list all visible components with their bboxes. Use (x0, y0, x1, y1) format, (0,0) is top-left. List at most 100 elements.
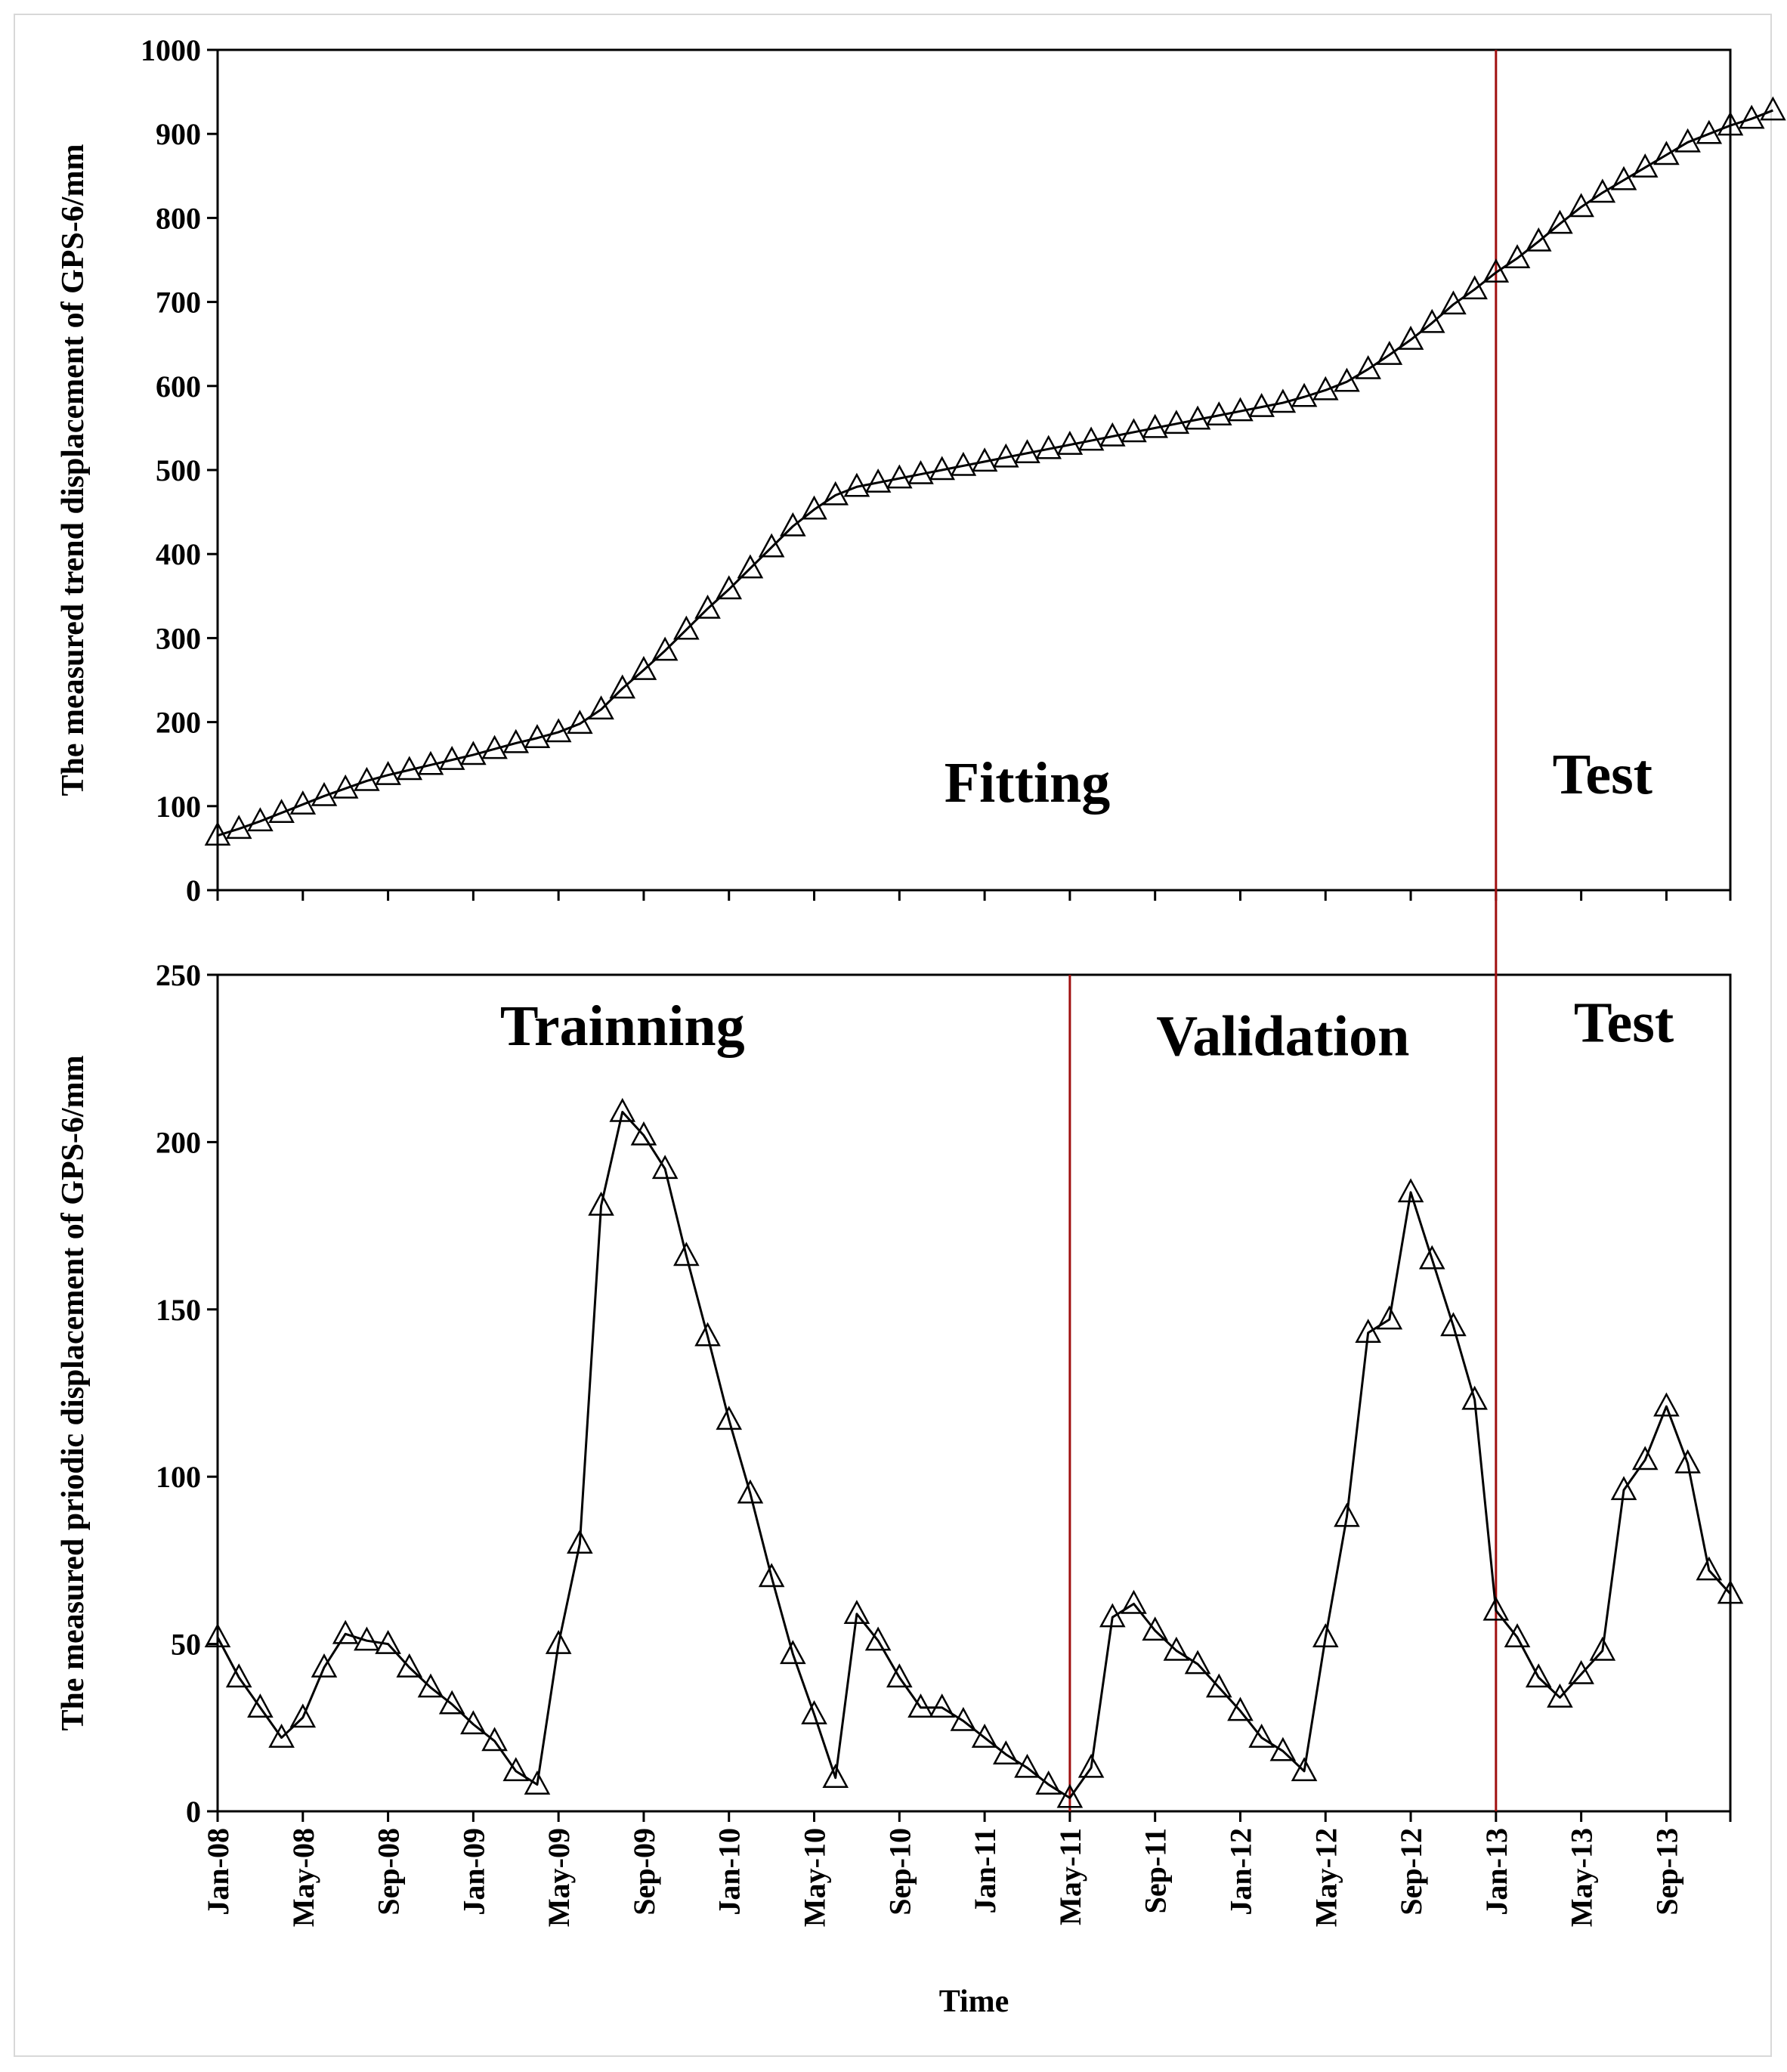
trend-data-point (737, 554, 764, 579)
periodic-x-tick-label: May-10 (798, 1828, 832, 1927)
trend-data-point (907, 459, 934, 484)
trend-data-point (971, 447, 998, 472)
periodic-data-point (460, 1710, 487, 1735)
trend-data-point (1482, 258, 1510, 283)
periodic-data-point (1376, 1305, 1403, 1330)
periodic-x-tick-label: Sep-11 (1139, 1828, 1173, 1913)
periodic-data-point (1142, 1616, 1168, 1641)
periodic-x-tick-label: Jan-12 (1223, 1828, 1257, 1916)
trend-data-point (1504, 244, 1531, 269)
trend-data-point (822, 481, 849, 506)
trend-data-point (1014, 439, 1040, 464)
trend-data-point (673, 615, 700, 640)
trend-data-point (1163, 410, 1190, 435)
trend-data-point (758, 533, 785, 558)
periodic-data-point (1056, 1783, 1084, 1808)
periodic-series-line (216, 1111, 1732, 1799)
periodic-data-point (524, 1770, 551, 1795)
trend-data-point (992, 443, 1019, 468)
trend-data-point (1397, 326, 1424, 350)
periodic-data-point (268, 1723, 295, 1748)
trend-panel: 0 100 200 300 400 500 600 700 800 900 1000 Fitting T… (141, 33, 1786, 908)
periodic-data-point (971, 1723, 998, 1748)
periodic-data-point (864, 1626, 892, 1651)
trend-data-point (1184, 405, 1211, 430)
periodic-data-point (929, 1693, 956, 1718)
periodic-data-point (758, 1563, 785, 1588)
trend-data-point (1696, 119, 1723, 144)
trend-data-point (864, 469, 892, 493)
periodic-data-point (1163, 1636, 1190, 1661)
trend-data-point (1312, 376, 1339, 400)
periodic-y-tick-label: 200 (156, 1125, 201, 1159)
periodic-x-tick-label: Sep-09 (627, 1828, 661, 1916)
trend-data-point (1760, 96, 1786, 121)
periodic-data-point (1568, 1659, 1594, 1684)
trend-y-tick-label: 600 (156, 370, 201, 404)
periodic-data-point (1525, 1663, 1552, 1688)
periodic-x-tick-label: Jan-13 (1479, 1828, 1513, 1916)
periodic-data-point (673, 1242, 700, 1266)
trend-data-point (1568, 193, 1594, 218)
periodic-data-point (502, 1757, 530, 1782)
periodic-data-point (1227, 1696, 1254, 1721)
periodic-data-point (204, 1623, 231, 1647)
trend-y-axis-title: The measured trend displacement of GPS-6… (56, 144, 91, 796)
periodic-data-point (1610, 1476, 1637, 1501)
trend-data-point (716, 575, 743, 600)
trend-y-tick-label: 800 (156, 201, 201, 235)
trend-data-point (694, 594, 721, 619)
periodic-data-point (1717, 1579, 1744, 1604)
periodic-data-point (375, 1629, 401, 1654)
periodic-data-point (992, 1740, 1019, 1764)
periodic-data-point (311, 1653, 338, 1678)
trend-data-point (1099, 422, 1126, 447)
periodic-x-tick-label: Sep-13 (1649, 1828, 1683, 1916)
periodic-plot-area (216, 973, 1732, 1813)
trend-data-point (1547, 209, 1573, 234)
trend-data-point (289, 790, 317, 815)
periodic-data-point (1121, 1589, 1147, 1614)
trend-data-point (460, 741, 487, 765)
periodic-x-tick-label: May-13 (1565, 1828, 1599, 1927)
trend-y-tick-label: 900 (156, 117, 201, 151)
periodic-data-point (1440, 1312, 1467, 1337)
trend-data-point (354, 766, 380, 791)
periodic-data-point (651, 1155, 679, 1180)
figure-frame (14, 14, 1772, 2057)
periodic-data-point (907, 1693, 934, 1718)
periodic-data-point (567, 1529, 593, 1554)
periodic-data-point (630, 1121, 657, 1146)
trend-data-point (225, 815, 252, 840)
periodic-data-point (438, 1690, 465, 1715)
trend-data-point (1056, 431, 1084, 455)
trend-data-point (502, 728, 530, 753)
periodic-y-axis-title: The measured priodic displacement of GPS… (56, 1055, 91, 1730)
trend-data-point (1269, 388, 1297, 413)
trend-data-point (1631, 153, 1659, 178)
trend-data-point (1717, 111, 1744, 136)
periodic-data-point (588, 1191, 614, 1216)
periodic-data-point (1461, 1385, 1488, 1410)
trend-data-point (1738, 104, 1765, 129)
periodic-region-label: Trainning (500, 994, 745, 1058)
trend-y-tick-label: 400 (156, 537, 201, 571)
trend-data-point (609, 674, 636, 699)
trend-y-tick-label: 300 (156, 621, 201, 655)
periodic-data-point (1077, 1753, 1105, 1778)
trend-data-point (204, 821, 231, 846)
periodic-data-point (1653, 1392, 1680, 1417)
trend-data-point (1376, 341, 1403, 365)
x-axis-title: Time (939, 1984, 1009, 2019)
periodic-x-tick-label: Jan-11 (968, 1828, 1002, 1913)
periodic-data-point (354, 1626, 380, 1651)
periodic-data-point (225, 1663, 252, 1688)
trend-data-point (375, 761, 401, 785)
trend-data-point (268, 799, 295, 823)
periodic-data-point (1547, 1683, 1573, 1708)
trend-data-point (929, 456, 956, 481)
periodic-data-point (545, 1629, 572, 1654)
periodic-data-point (1099, 1603, 1126, 1628)
trend-region-label: Test (1553, 743, 1653, 806)
periodic-x-tick-label: Jan-09 (456, 1828, 490, 1916)
